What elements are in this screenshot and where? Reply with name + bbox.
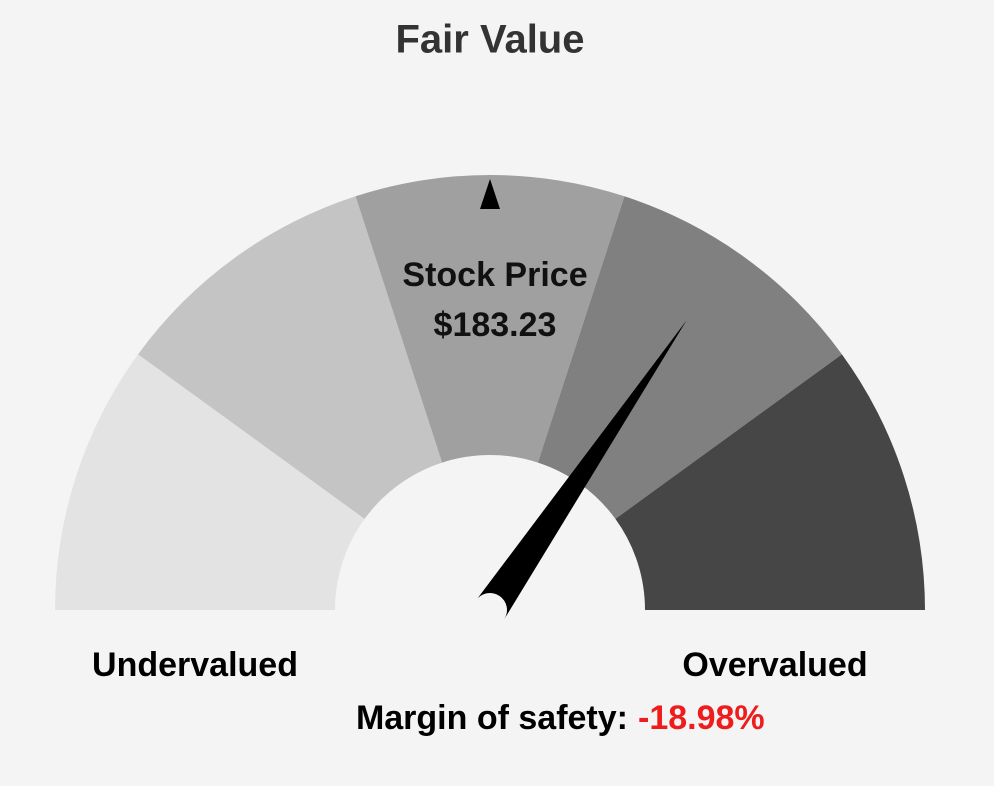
gauge-band [138, 196, 443, 519]
needle [475, 320, 687, 620]
needle-label: Margin of safety: [356, 699, 628, 737]
gauge-band [355, 175, 625, 463]
right-label: Overvalued [682, 646, 867, 684]
left-label: Undervalued [92, 646, 298, 684]
gauge-band [55, 354, 365, 610]
marker-label: Stock Price [402, 256, 587, 294]
marker-arrow [480, 179, 500, 209]
marker-value: $183.23 [434, 306, 557, 344]
gauge-band [615, 354, 925, 610]
needle-value: -18.98% [638, 699, 765, 737]
chart-title: Fair Value [396, 18, 585, 62]
